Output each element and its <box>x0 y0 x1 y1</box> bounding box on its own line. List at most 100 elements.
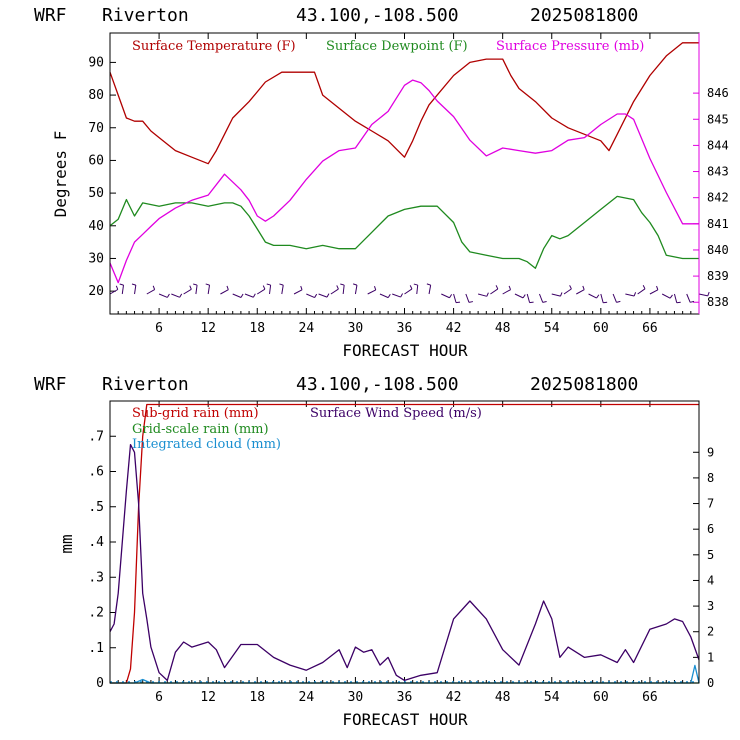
wind-barb-flag <box>495 285 499 290</box>
wind-barb-flag <box>569 285 572 290</box>
bottom-ticks-layer: 6 12 18 24 30 36 42 48 54 60 660.1.2.3.4.5.6.70123… <box>88 401 714 705</box>
x-tick-label: 12 <box>200 321 216 336</box>
series-line-pressure <box>109 79 699 284</box>
wind-barb-flag <box>542 300 547 303</box>
wind-barb-flag <box>252 293 256 298</box>
bottom-header-init: 2025081800 <box>530 374 638 395</box>
wind-barb-flag <box>374 286 377 291</box>
bottom-header-coords: 43.100,-108.500 <box>296 374 459 395</box>
wind-barb-flag <box>266 283 271 286</box>
y-tick-label: 0 <box>96 676 104 691</box>
wind-barb <box>134 285 137 295</box>
wind-barb-flag <box>455 301 461 304</box>
wind-barb-flag <box>326 293 330 298</box>
top-panel: WRF Riverton 43.100,-108.500 2025081800 … <box>34 5 729 360</box>
y-tick-label: 50 <box>88 186 104 201</box>
y2-tick-label: 0 <box>707 676 714 690</box>
wind-barb-flag <box>193 283 198 286</box>
y2-tick-label: 9 <box>707 445 714 459</box>
x-tick-label: 30 <box>348 690 364 705</box>
x-tick-label: 12 <box>200 690 216 705</box>
x-tick-label: 66 <box>642 690 658 705</box>
x-tick-label: 60 <box>593 321 609 336</box>
y2-tick-label: 842 <box>707 191 729 205</box>
top-ticks-layer: 6 12 18 24 30 36 42 48 54 60 66 20 30 40 50 60 70 80 90 838… <box>88 33 729 336</box>
wind-barb <box>232 293 242 298</box>
y2-tick-label: 840 <box>707 243 729 257</box>
wind-barb-flag <box>205 283 210 286</box>
x-tick-label: 24 <box>299 321 315 336</box>
top-header-init: 2025081800 <box>530 5 638 26</box>
wind-barb <box>146 289 155 295</box>
wind-barb <box>318 293 328 298</box>
wind-barb <box>158 293 168 298</box>
wind-barb <box>514 293 524 299</box>
top-header-station: Riverton <box>102 5 189 26</box>
wind-barb <box>600 293 604 303</box>
wind-barb <box>269 285 272 295</box>
bottom-y-axis-label: mm <box>57 534 76 553</box>
x-tick-label: 36 <box>397 321 413 336</box>
wind-barb-flag <box>413 283 418 286</box>
wind-barb <box>539 293 544 303</box>
wind-barb <box>109 289 119 295</box>
wind-barb-flag <box>119 283 124 286</box>
wind-barb <box>477 293 487 297</box>
y-tick-label: 20 <box>88 284 104 299</box>
wind-barb <box>379 293 389 299</box>
legend-dewpoint: Surface Dewpoint (F) <box>326 39 468 54</box>
wind-barb <box>330 288 339 295</box>
top-series-layer <box>109 42 699 284</box>
x-tick-label: 54 <box>544 321 560 336</box>
x-tick-label: 36 <box>397 690 413 705</box>
y-tick-label: 90 <box>88 55 104 70</box>
top-header-coords: 43.100,-108.500 <box>296 5 459 26</box>
wind-barb <box>428 285 432 295</box>
wind-barb <box>637 288 646 295</box>
top-x-axis-label: FORECAST HOUR <box>342 341 468 360</box>
wind-barb <box>367 289 376 295</box>
legend-integrated-cloud: Integrated cloud (mm) <box>132 437 281 452</box>
series-line-temperature <box>109 42 699 165</box>
wind-barb-flag <box>642 285 646 290</box>
y-tick-label: 60 <box>88 153 104 168</box>
wind-barb <box>649 289 659 295</box>
wind-barb-flag <box>387 293 391 298</box>
wind-barb <box>416 284 419 295</box>
y-tick-label: 30 <box>88 251 104 266</box>
top-header-model: WRF <box>34 5 67 26</box>
x-tick-label: 54 <box>544 690 560 705</box>
x-tick-label: 6 <box>155 690 163 705</box>
wind-barb-flag <box>468 301 474 303</box>
legend-temperature: Surface Temperature (F) <box>132 39 296 54</box>
wind-barb-flag <box>426 283 431 286</box>
wind-barb <box>661 293 671 299</box>
x-tick-label: 18 <box>249 321 265 336</box>
y2-tick-label: 4 <box>707 573 714 587</box>
top-y-axis-label: Degrees F <box>51 131 70 218</box>
wind-barb-flag <box>314 293 318 298</box>
wind-barb-flag <box>707 291 710 297</box>
wind-barb <box>354 285 358 295</box>
x-tick-label: 24 <box>299 690 315 705</box>
wind-barb <box>490 288 499 295</box>
x-tick-label: 30 <box>348 321 364 336</box>
wind-barb-flag <box>409 285 413 290</box>
wind-barb-flag <box>179 293 183 298</box>
wind-barb <box>441 293 450 299</box>
x-tick-label: 42 <box>446 321 462 336</box>
wind-barb <box>698 293 708 297</box>
wind-barb-flag <box>596 294 600 299</box>
x-tick-label: 48 <box>495 321 511 336</box>
y2-tick-label: 1 <box>707 650 714 664</box>
x-tick-label: 18 <box>249 690 265 705</box>
y-tick-label: .4 <box>88 535 104 550</box>
wind-barb-flag <box>486 292 489 297</box>
wind-barb-flag <box>633 292 637 297</box>
wind-barb <box>244 293 254 298</box>
y2-tick-label: 3 <box>707 599 714 613</box>
x-tick-label: 42 <box>446 690 462 705</box>
wind-barb-flag <box>240 293 244 298</box>
wind-barb <box>453 293 457 303</box>
bottom-plot-frame <box>109 400 700 684</box>
